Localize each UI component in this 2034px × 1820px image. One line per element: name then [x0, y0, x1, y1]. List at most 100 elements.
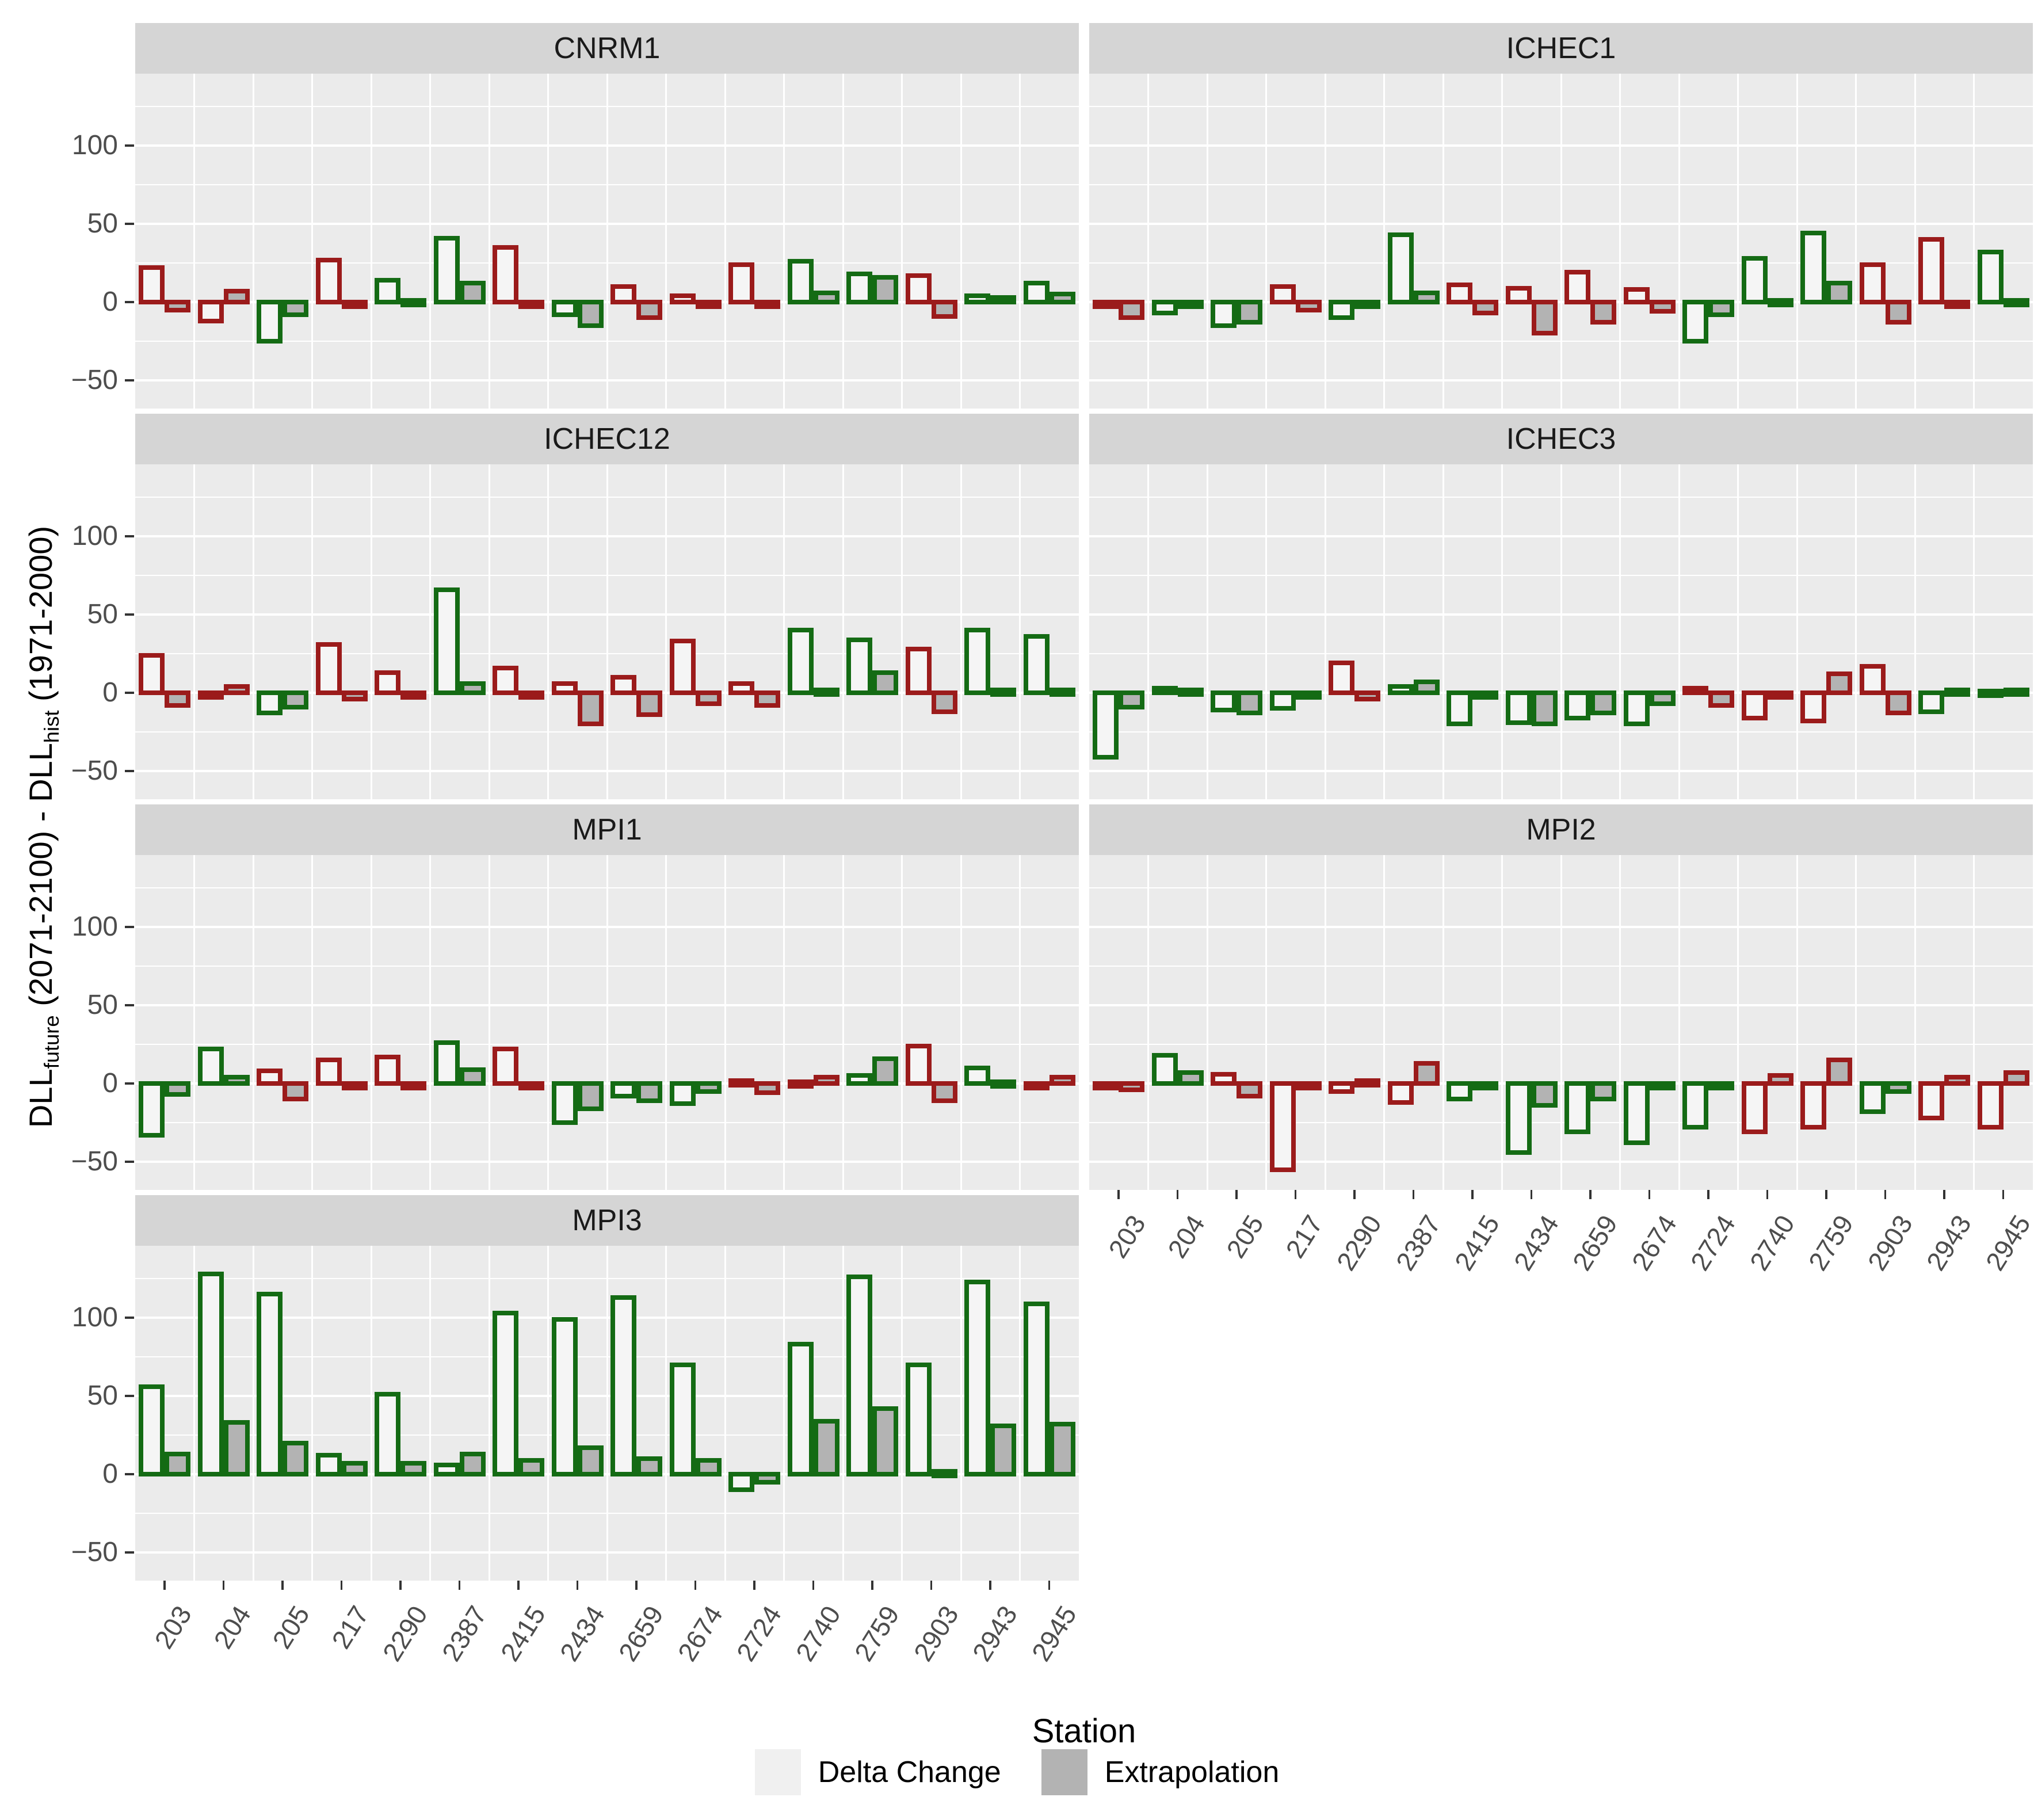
- gridline-vertical: [901, 1246, 903, 1581]
- bar-extrapolation-2674: [1649, 300, 1676, 314]
- gridline-vertical: [1324, 855, 1326, 1190]
- y-tick-label: 0: [102, 1459, 118, 1490]
- y-tick: [125, 223, 134, 225]
- facet-cnrm1: CNRM1: [135, 23, 1079, 409]
- x-tick: [1176, 1190, 1179, 1199]
- gridline-vertical: [724, 74, 726, 409]
- panel-ichec1: [1089, 74, 2033, 409]
- facet-ichec3: ICHEC3: [1089, 414, 2033, 799]
- gridline-vertical: [960, 1246, 962, 1581]
- bar-extrapolation-203: [165, 300, 191, 312]
- bar-delta-change-203: [139, 265, 165, 305]
- bar-delta-change-2759: [846, 1073, 873, 1086]
- bar-extrapolation-205: [1237, 1081, 1263, 1098]
- bar-delta-change-204: [1151, 1053, 1178, 1086]
- x-tick: [163, 1581, 166, 1590]
- bar-delta-change-2943: [964, 1279, 991, 1477]
- bar-delta-change-2724: [728, 681, 755, 696]
- gridline-vertical: [606, 464, 608, 799]
- bar-extrapolation-2724: [754, 1472, 781, 1485]
- bar-delta-change-205: [257, 300, 283, 344]
- panel-mpi2: [1089, 855, 2033, 1190]
- bar-extrapolation-2945: [1049, 292, 1075, 305]
- gridline-vertical: [1147, 855, 1149, 1190]
- gridline-vertical: [370, 464, 372, 799]
- bar-extrapolation-2387: [1413, 1060, 1440, 1086]
- bar-delta-change-2434: [551, 300, 578, 317]
- x-tick: [635, 1581, 638, 1590]
- bar-delta-change-2903: [905, 1362, 932, 1477]
- x-tick: [1943, 1190, 1945, 1199]
- legend-item-delta-change: Delta Change: [754, 1749, 1001, 1795]
- bar-delta-change-2740: [1741, 690, 1768, 720]
- gridline-vertical: [1678, 855, 1680, 1190]
- bar-extrapolation-2943: [1944, 1075, 1971, 1086]
- gridline-vertical: [252, 855, 254, 1190]
- bar-extrapolation-2290: [1354, 1078, 1381, 1088]
- gridline-vertical: [1560, 74, 1562, 409]
- facet-strip: ICHEC3: [1089, 414, 2033, 464]
- gridline-vertical: [1265, 74, 1267, 409]
- x-tick: [1412, 1190, 1415, 1199]
- bar-delta-change-2290: [375, 277, 401, 305]
- bar-extrapolation-2434: [577, 690, 604, 727]
- bar-extrapolation-2759: [872, 1406, 899, 1477]
- gridline-vertical: [606, 855, 608, 1190]
- panel-ichec3: [1089, 464, 2033, 799]
- bar-delta-change-2434: [1505, 285, 1532, 305]
- facet-strip-label: MPI2: [1526, 813, 1596, 846]
- bar-extrapolation-217: [1295, 1081, 1322, 1091]
- bar-extrapolation-2740: [813, 687, 839, 697]
- bar-delta-change-2724: [728, 1078, 755, 1088]
- bar-extrapolation-203: [165, 1451, 191, 1477]
- bar-extrapolation-217: [1295, 690, 1322, 700]
- gridline-vertical: [724, 1246, 726, 1581]
- y-tick: [125, 535, 134, 537]
- gridline-vertical: [370, 74, 372, 409]
- bar-delta-change-2387: [433, 235, 460, 305]
- x-tick: [1766, 1190, 1769, 1199]
- bar-extrapolation-2724: [1708, 300, 1735, 317]
- bar-delta-change-2759: [846, 272, 873, 305]
- bar-delta-change-217: [1269, 690, 1296, 711]
- gridline-vertical: [783, 855, 785, 1190]
- bar-delta-change-2945: [1977, 689, 2004, 699]
- gridline-vertical: [1501, 74, 1503, 409]
- y-tick: [125, 613, 134, 616]
- bar-extrapolation-2290: [1354, 690, 1381, 701]
- gridline-vertical: [842, 464, 844, 799]
- bar-extrapolation-2903: [1885, 300, 1911, 325]
- y-tick-label: −50: [71, 756, 118, 787]
- y-tick: [125, 1082, 134, 1085]
- bar-delta-change-205: [257, 1292, 283, 1477]
- gridline-vertical: [488, 74, 490, 409]
- bar-delta-change-2387: [433, 1462, 460, 1477]
- bar-delta-change-2903: [1859, 663, 1886, 696]
- gridline-vertical: [960, 74, 962, 409]
- y-tick: [125, 1317, 134, 1319]
- bar-delta-change-2659: [610, 674, 637, 696]
- bar-extrapolation-2290: [400, 690, 427, 700]
- bar-delta-change-2759: [1800, 690, 1827, 724]
- gridline-vertical: [370, 1246, 372, 1581]
- bar-delta-change-204: [1151, 685, 1178, 696]
- bar-extrapolation-204: [223, 1420, 250, 1477]
- bar-extrapolation-2290: [400, 298, 427, 308]
- gridline-vertical: [1914, 74, 1916, 409]
- bar-delta-change-2945: [1977, 250, 2004, 305]
- x-tick: [1589, 1190, 1592, 1199]
- panel-ichec12: [135, 464, 1079, 799]
- bar-delta-change-2724: [1682, 685, 1709, 696]
- bar-delta-change-2759: [846, 1275, 873, 1477]
- x-axis-title: Station: [1032, 1712, 1136, 1750]
- bar-delta-change-2724: [728, 262, 755, 305]
- bar-extrapolation-2945: [1049, 1075, 1075, 1086]
- bar-extrapolation-2759: [872, 670, 899, 696]
- y-tick-label: −50: [71, 365, 118, 396]
- bar-delta-change-2740: [1741, 255, 1768, 305]
- facet-strip: MPI2: [1089, 804, 2033, 855]
- y-tick: [125, 1004, 134, 1006]
- gridline-vertical: [901, 855, 903, 1190]
- bar-extrapolation-203: [1119, 1081, 1145, 1092]
- gridline-vertical: [665, 464, 667, 799]
